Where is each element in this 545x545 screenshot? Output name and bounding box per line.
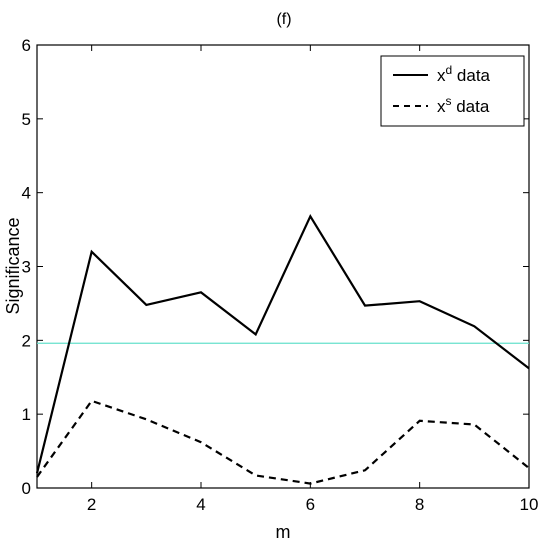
legend-entry-xd: xd data — [437, 63, 491, 85]
x-tick-label: 10 — [520, 495, 539, 514]
x-tick-label: 8 — [415, 495, 424, 514]
y-tick-label: 4 — [22, 184, 31, 203]
series-line-s — [36, 399, 530, 485]
legend-entry-xd-suffix: data — [452, 66, 490, 85]
y-tick-label: 6 — [22, 36, 31, 55]
legend: xd data xs data — [380, 55, 525, 127]
y-axis-label: Significance — [3, 217, 23, 314]
y-tick-label: 5 — [22, 110, 31, 129]
y-tick-label: 3 — [22, 258, 31, 277]
chart-title: (f) — [276, 11, 291, 28]
series-line-d — [35, 213, 530, 474]
legend-entry-xs-suffix: data — [452, 97, 490, 116]
y-tick-label: 1 — [22, 405, 31, 424]
legend-box — [380, 55, 525, 127]
legend-entry-xd-base: x — [437, 66, 446, 85]
legend-entry-xs-base: x — [437, 97, 446, 116]
legend-entry-xd-sup: d — [446, 63, 453, 77]
x-tick-label: 4 — [196, 495, 205, 514]
y-tick-label: 0 — [22, 479, 31, 498]
x-tick-label: 6 — [306, 495, 315, 514]
x-tick-label: 2 — [87, 495, 96, 514]
series-layer — [35, 213, 530, 485]
legend-entry-xs-sup: s — [446, 94, 452, 108]
x-axis-ticks: 2 4 6 8 10 — [87, 45, 539, 514]
legend-entry-xs: xs data — [437, 94, 490, 116]
x-axis-label: m — [276, 522, 291, 542]
y-tick-label: 2 — [22, 331, 31, 350]
